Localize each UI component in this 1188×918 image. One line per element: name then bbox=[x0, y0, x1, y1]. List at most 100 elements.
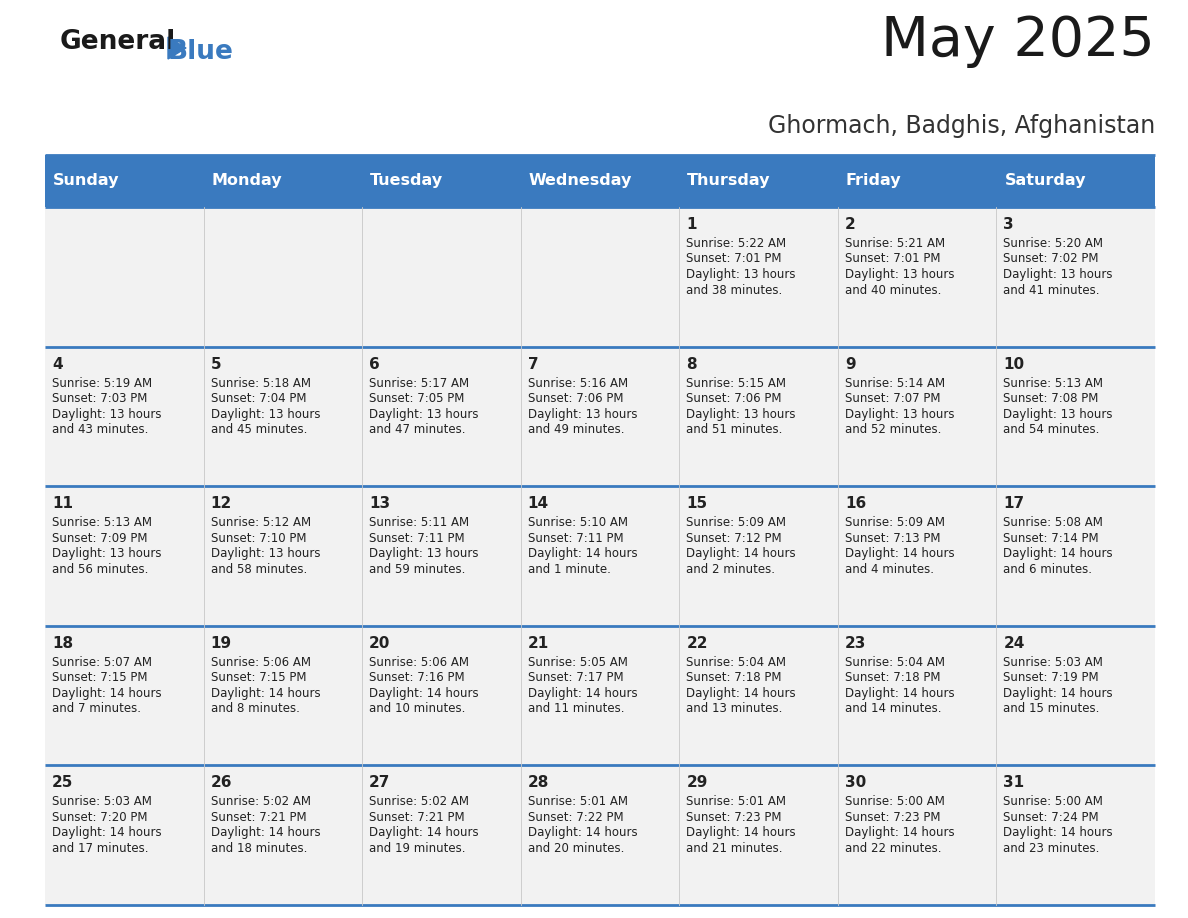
Text: 28: 28 bbox=[527, 776, 549, 790]
Text: Daylight: 13 hours: Daylight: 13 hours bbox=[1004, 408, 1113, 420]
Text: Sunset: 7:23 PM: Sunset: 7:23 PM bbox=[687, 811, 782, 823]
Text: and 18 minutes.: and 18 minutes. bbox=[210, 842, 307, 855]
Bar bbox=[203, 347, 362, 487]
Text: Sunrise: 5:01 AM: Sunrise: 5:01 AM bbox=[687, 795, 786, 809]
Text: 3: 3 bbox=[1004, 217, 1015, 232]
Text: Sunrise: 5:03 AM: Sunrise: 5:03 AM bbox=[1004, 655, 1104, 669]
Text: 8: 8 bbox=[687, 356, 697, 372]
Text: and 38 minutes.: and 38 minutes. bbox=[687, 284, 783, 297]
Bar bbox=[838, 155, 997, 207]
Text: Daylight: 14 hours: Daylight: 14 hours bbox=[1004, 687, 1113, 700]
Text: Sunset: 7:18 PM: Sunset: 7:18 PM bbox=[687, 671, 782, 684]
Bar bbox=[203, 155, 362, 207]
Text: Daylight: 13 hours: Daylight: 13 hours bbox=[687, 408, 796, 420]
Text: Sunrise: 5:08 AM: Sunrise: 5:08 AM bbox=[1004, 516, 1104, 529]
Text: Sunset: 7:21 PM: Sunset: 7:21 PM bbox=[369, 811, 465, 823]
Text: Daylight: 14 hours: Daylight: 14 hours bbox=[369, 687, 479, 700]
Bar bbox=[45, 626, 203, 766]
Text: Daylight: 14 hours: Daylight: 14 hours bbox=[210, 826, 321, 839]
Text: and 23 minutes.: and 23 minutes. bbox=[1004, 842, 1100, 855]
Text: Daylight: 13 hours: Daylight: 13 hours bbox=[687, 268, 796, 281]
Bar bbox=[680, 626, 838, 766]
Bar bbox=[997, 487, 1155, 626]
Text: Daylight: 14 hours: Daylight: 14 hours bbox=[527, 547, 637, 560]
Text: Sunset: 7:24 PM: Sunset: 7:24 PM bbox=[1004, 811, 1099, 823]
Text: 6: 6 bbox=[369, 356, 380, 372]
Text: 26: 26 bbox=[210, 776, 232, 790]
Text: Ghormach, Badghis, Afghanistan: Ghormach, Badghis, Afghanistan bbox=[767, 114, 1155, 138]
Bar bbox=[520, 766, 680, 905]
Text: Sunset: 7:18 PM: Sunset: 7:18 PM bbox=[845, 671, 941, 684]
Text: Sunrise: 5:19 AM: Sunrise: 5:19 AM bbox=[52, 376, 152, 389]
Text: Sunset: 7:15 PM: Sunset: 7:15 PM bbox=[52, 671, 147, 684]
Text: 24: 24 bbox=[1004, 636, 1025, 651]
Text: Daylight: 13 hours: Daylight: 13 hours bbox=[52, 408, 162, 420]
Text: Daylight: 14 hours: Daylight: 14 hours bbox=[687, 547, 796, 560]
Text: Monday: Monday bbox=[211, 174, 283, 188]
Text: Wednesday: Wednesday bbox=[529, 174, 632, 188]
Bar bbox=[362, 347, 520, 487]
Bar bbox=[680, 207, 838, 347]
Text: Daylight: 13 hours: Daylight: 13 hours bbox=[210, 408, 320, 420]
Text: and 52 minutes.: and 52 minutes. bbox=[845, 423, 941, 436]
Text: Sunrise: 5:11 AM: Sunrise: 5:11 AM bbox=[369, 516, 469, 529]
Text: Sunrise: 5:13 AM: Sunrise: 5:13 AM bbox=[52, 516, 152, 529]
Bar bbox=[838, 347, 997, 487]
Polygon shape bbox=[168, 37, 187, 59]
Bar bbox=[997, 207, 1155, 347]
Bar bbox=[680, 487, 838, 626]
Text: and 21 minutes.: and 21 minutes. bbox=[687, 842, 783, 855]
Text: Daylight: 13 hours: Daylight: 13 hours bbox=[1004, 268, 1113, 281]
Text: and 7 minutes.: and 7 minutes. bbox=[52, 702, 141, 715]
Bar bbox=[45, 347, 203, 487]
Text: Sunset: 7:10 PM: Sunset: 7:10 PM bbox=[210, 532, 307, 544]
Text: and 43 minutes.: and 43 minutes. bbox=[52, 423, 148, 436]
Text: Sunrise: 5:13 AM: Sunrise: 5:13 AM bbox=[1004, 376, 1104, 389]
Text: Sunset: 7:01 PM: Sunset: 7:01 PM bbox=[687, 252, 782, 265]
Bar bbox=[362, 207, 520, 347]
Text: Sunset: 7:21 PM: Sunset: 7:21 PM bbox=[210, 811, 307, 823]
Text: 7: 7 bbox=[527, 356, 538, 372]
Text: 2: 2 bbox=[845, 217, 855, 232]
Text: 13: 13 bbox=[369, 497, 391, 511]
Text: Sunset: 7:17 PM: Sunset: 7:17 PM bbox=[527, 671, 624, 684]
Text: and 41 minutes.: and 41 minutes. bbox=[1004, 284, 1100, 297]
Text: Blue: Blue bbox=[168, 39, 234, 65]
Bar bbox=[362, 766, 520, 905]
Text: Sunset: 7:15 PM: Sunset: 7:15 PM bbox=[210, 671, 307, 684]
Bar bbox=[838, 626, 997, 766]
Bar bbox=[838, 766, 997, 905]
Bar bbox=[520, 207, 680, 347]
Text: Sunset: 7:23 PM: Sunset: 7:23 PM bbox=[845, 811, 941, 823]
Text: Sunrise: 5:17 AM: Sunrise: 5:17 AM bbox=[369, 376, 469, 389]
Text: Sunrise: 5:00 AM: Sunrise: 5:00 AM bbox=[1004, 795, 1104, 809]
Text: Sunrise: 5:14 AM: Sunrise: 5:14 AM bbox=[845, 376, 944, 389]
Text: Sunrise: 5:01 AM: Sunrise: 5:01 AM bbox=[527, 795, 627, 809]
Text: and 56 minutes.: and 56 minutes. bbox=[52, 563, 148, 576]
Text: and 10 minutes.: and 10 minutes. bbox=[369, 702, 466, 715]
Text: 19: 19 bbox=[210, 636, 232, 651]
Text: Daylight: 13 hours: Daylight: 13 hours bbox=[369, 408, 479, 420]
Text: and 11 minutes.: and 11 minutes. bbox=[527, 702, 624, 715]
Text: Sunrise: 5:16 AM: Sunrise: 5:16 AM bbox=[527, 376, 627, 389]
Text: Daylight: 13 hours: Daylight: 13 hours bbox=[845, 408, 954, 420]
Text: 25: 25 bbox=[52, 776, 74, 790]
Text: Sunrise: 5:10 AM: Sunrise: 5:10 AM bbox=[527, 516, 627, 529]
Text: Daylight: 14 hours: Daylight: 14 hours bbox=[845, 826, 954, 839]
Text: Daylight: 14 hours: Daylight: 14 hours bbox=[52, 826, 162, 839]
Bar bbox=[520, 155, 680, 207]
Text: 29: 29 bbox=[687, 776, 708, 790]
Text: Sunset: 7:16 PM: Sunset: 7:16 PM bbox=[369, 671, 465, 684]
Text: Sunset: 7:07 PM: Sunset: 7:07 PM bbox=[845, 392, 941, 405]
Bar bbox=[45, 155, 203, 207]
Text: Sunrise: 5:18 AM: Sunrise: 5:18 AM bbox=[210, 376, 310, 389]
Bar bbox=[680, 347, 838, 487]
Text: Sunset: 7:11 PM: Sunset: 7:11 PM bbox=[369, 532, 465, 544]
Text: Sunrise: 5:04 AM: Sunrise: 5:04 AM bbox=[687, 655, 786, 669]
Text: Daylight: 14 hours: Daylight: 14 hours bbox=[210, 687, 321, 700]
Text: 15: 15 bbox=[687, 497, 707, 511]
Bar bbox=[997, 347, 1155, 487]
Bar bbox=[520, 347, 680, 487]
Text: 10: 10 bbox=[1004, 356, 1024, 372]
Text: Sunset: 7:12 PM: Sunset: 7:12 PM bbox=[687, 532, 782, 544]
